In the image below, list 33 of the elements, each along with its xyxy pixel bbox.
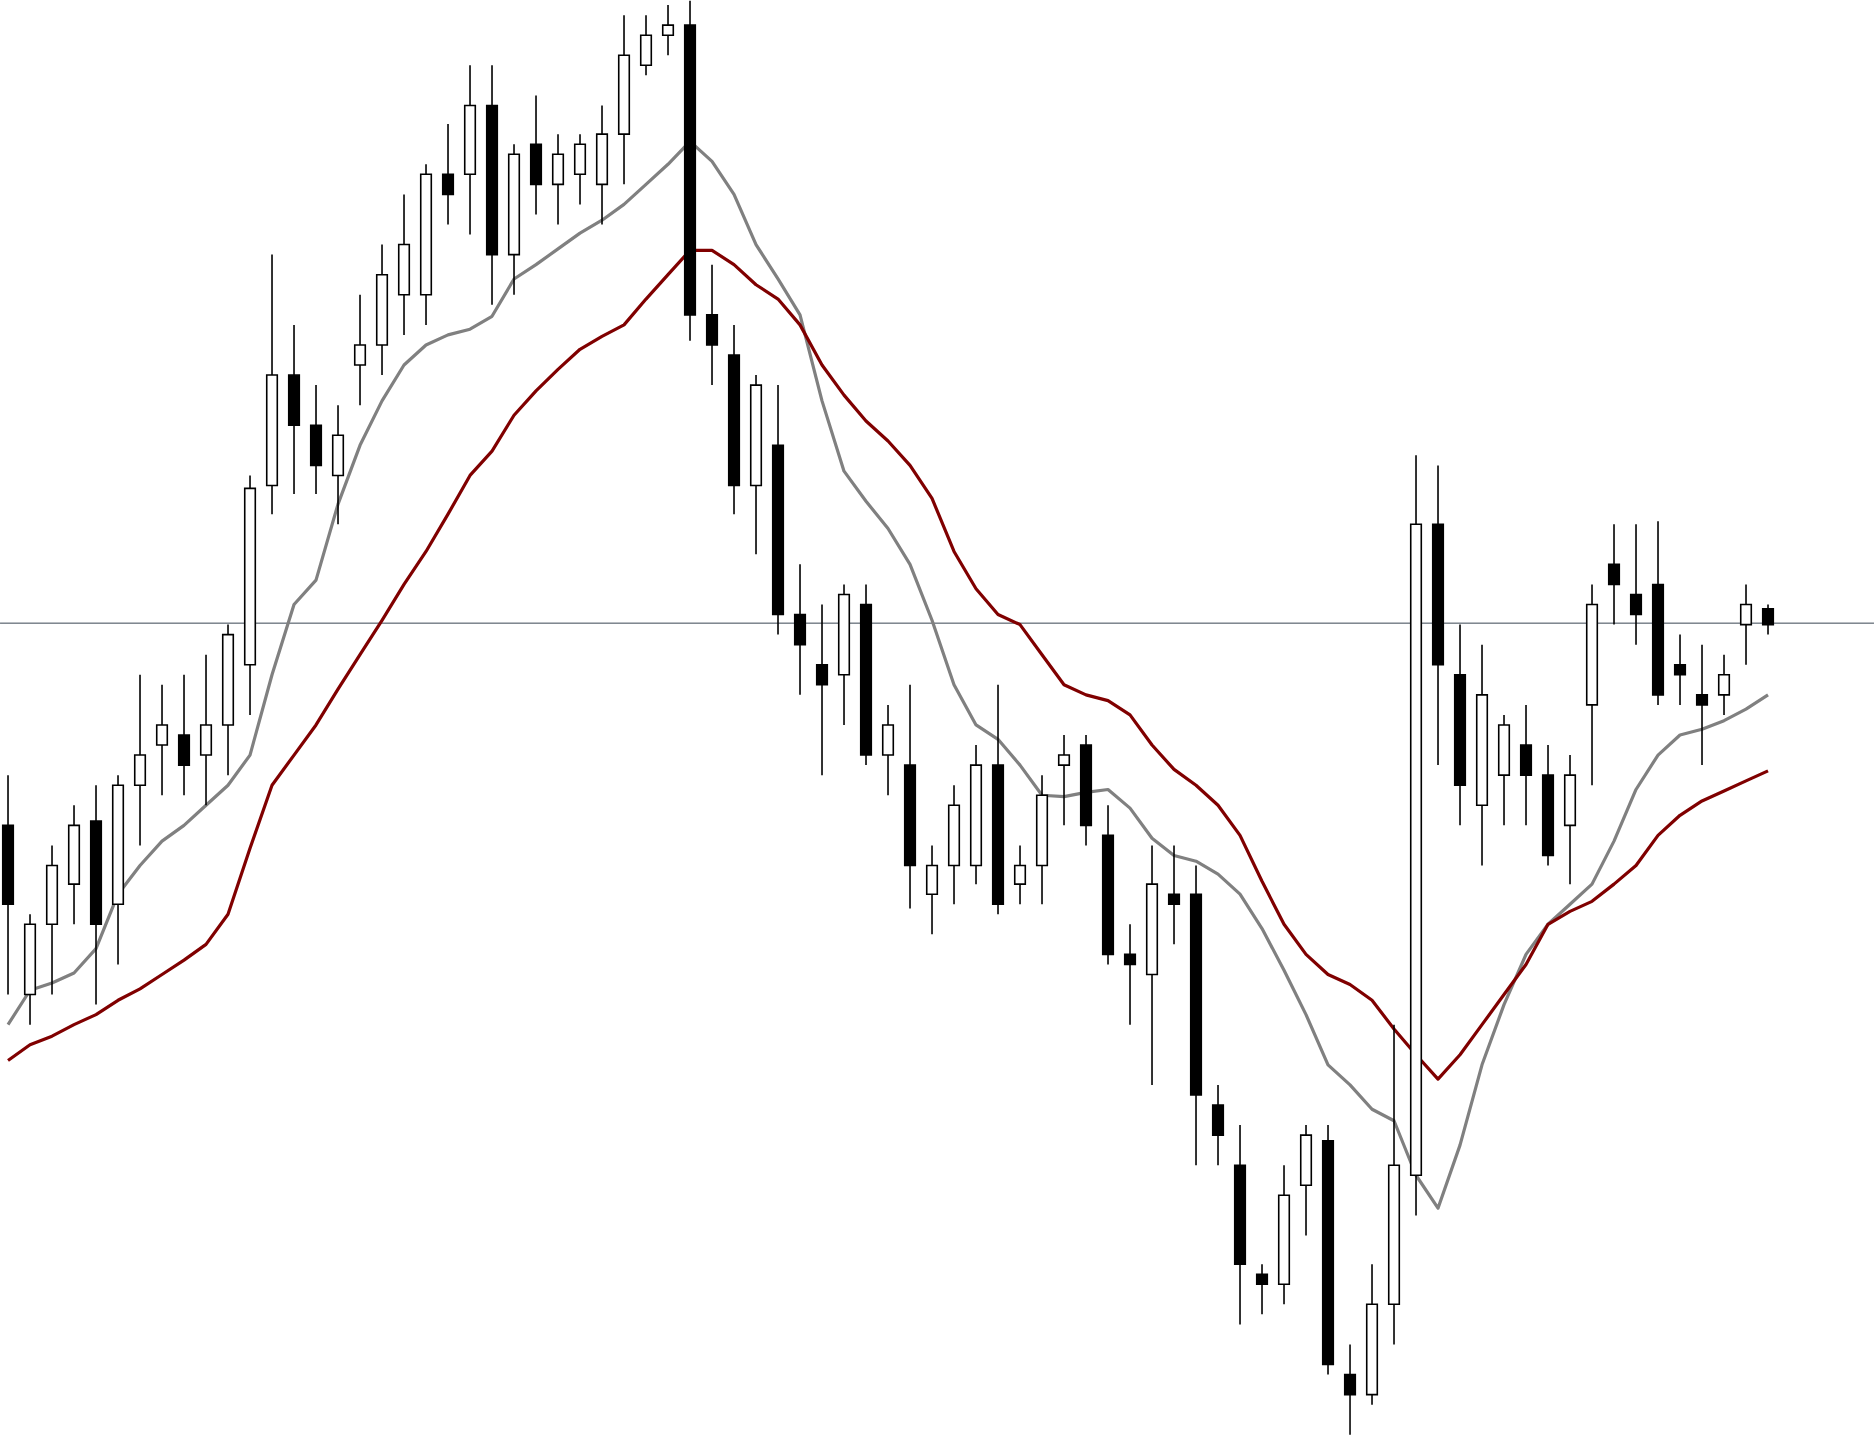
candlestick bbox=[309, 384, 323, 496]
candlestick bbox=[441, 123, 455, 226]
candlestick bbox=[793, 563, 807, 696]
candlestick bbox=[133, 674, 147, 847]
candlestick bbox=[177, 674, 191, 797]
candlestick bbox=[353, 294, 367, 407]
candlestick bbox=[551, 133, 565, 226]
candlestick bbox=[815, 603, 829, 777]
candlestick bbox=[529, 94, 543, 216]
candlestick bbox=[331, 404, 345, 526]
candlestick bbox=[1167, 844, 1181, 946]
candlestick bbox=[1519, 704, 1533, 827]
candlestick bbox=[1013, 844, 1027, 906]
candlestick bbox=[1695, 644, 1709, 767]
candlestick bbox=[1761, 603, 1775, 636]
candlestick bbox=[1629, 523, 1643, 646]
candlestick bbox=[705, 264, 719, 387]
candlestick bbox=[1673, 634, 1687, 706]
candlestick bbox=[1607, 523, 1621, 626]
candlestick bbox=[1211, 1084, 1225, 1167]
candlestick bbox=[199, 654, 213, 807]
candlestick bbox=[1717, 654, 1731, 716]
candlestick bbox=[925, 844, 939, 936]
candlestick bbox=[1057, 734, 1071, 827]
candlestick bbox=[881, 704, 895, 797]
candlestick bbox=[1255, 1263, 1269, 1316]
candlestick bbox=[573, 133, 587, 206]
candlestick bbox=[1739, 583, 1753, 666]
candlestick bbox=[1343, 1343, 1357, 1436]
candlestick bbox=[661, 4, 675, 57]
candlestick bbox=[155, 684, 169, 797]
candlestick bbox=[1123, 923, 1137, 1026]
candlestick bbox=[639, 14, 653, 77]
